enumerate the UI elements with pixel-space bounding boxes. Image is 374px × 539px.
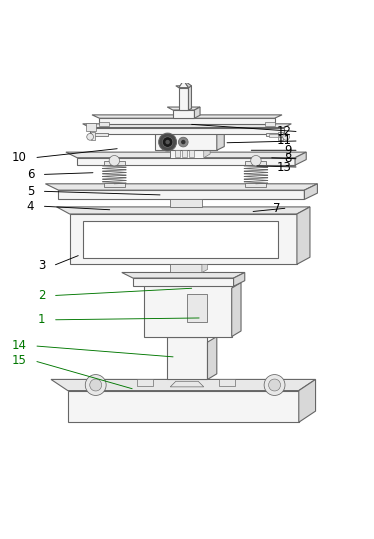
Bar xyxy=(58,190,304,199)
Text: 1: 1 xyxy=(38,313,45,326)
Bar xyxy=(90,133,108,136)
Circle shape xyxy=(85,375,106,396)
Bar xyxy=(137,379,153,386)
Polygon shape xyxy=(56,207,310,214)
Bar xyxy=(68,391,299,422)
Bar xyxy=(155,133,217,150)
Polygon shape xyxy=(83,124,291,128)
Circle shape xyxy=(251,155,261,166)
Polygon shape xyxy=(45,184,318,190)
Bar xyxy=(166,336,208,379)
Bar xyxy=(266,133,284,136)
Circle shape xyxy=(181,140,186,144)
Text: 10: 10 xyxy=(12,151,27,164)
Polygon shape xyxy=(157,331,217,336)
Circle shape xyxy=(269,379,280,391)
Polygon shape xyxy=(295,152,306,165)
Text: 4: 4 xyxy=(27,199,34,213)
Bar xyxy=(278,132,283,140)
Bar xyxy=(91,132,95,140)
Bar xyxy=(86,123,96,131)
Bar xyxy=(104,183,125,187)
Circle shape xyxy=(283,134,289,140)
Circle shape xyxy=(109,155,120,166)
Polygon shape xyxy=(204,143,210,158)
Bar xyxy=(269,134,287,137)
Circle shape xyxy=(159,133,177,151)
Polygon shape xyxy=(176,86,191,88)
Text: 2: 2 xyxy=(38,289,45,302)
Text: 11: 11 xyxy=(276,134,291,148)
Polygon shape xyxy=(66,152,306,158)
Text: 6: 6 xyxy=(27,168,34,181)
Bar xyxy=(104,161,125,165)
Bar xyxy=(175,150,180,157)
Polygon shape xyxy=(188,86,191,110)
Polygon shape xyxy=(208,336,217,379)
Bar xyxy=(133,278,234,286)
Bar xyxy=(182,150,187,157)
Polygon shape xyxy=(170,381,204,387)
Polygon shape xyxy=(299,379,316,422)
Text: 3: 3 xyxy=(38,259,45,272)
Polygon shape xyxy=(179,80,188,88)
Circle shape xyxy=(165,140,170,144)
Text: 9: 9 xyxy=(284,144,291,157)
Bar xyxy=(77,158,295,165)
Bar xyxy=(173,110,194,118)
Bar xyxy=(189,150,194,157)
Bar xyxy=(170,143,204,158)
Polygon shape xyxy=(304,184,318,199)
Bar xyxy=(170,264,202,273)
Text: 12: 12 xyxy=(276,125,291,138)
Polygon shape xyxy=(202,264,208,273)
Polygon shape xyxy=(167,107,200,110)
Bar xyxy=(170,199,202,207)
Circle shape xyxy=(264,375,285,396)
Polygon shape xyxy=(51,379,316,391)
Bar xyxy=(187,294,208,322)
Text: 7: 7 xyxy=(273,202,280,215)
Polygon shape xyxy=(232,282,241,336)
Text: 8: 8 xyxy=(284,153,291,165)
Bar xyxy=(245,183,266,187)
Bar xyxy=(99,118,275,124)
Polygon shape xyxy=(122,273,245,278)
Bar xyxy=(90,128,284,134)
Text: 14: 14 xyxy=(12,340,27,353)
Polygon shape xyxy=(234,273,245,286)
Circle shape xyxy=(178,137,188,147)
Bar xyxy=(144,282,232,336)
Circle shape xyxy=(87,134,94,140)
Text: 15: 15 xyxy=(12,354,27,367)
Polygon shape xyxy=(217,129,224,150)
Polygon shape xyxy=(297,207,310,264)
Polygon shape xyxy=(184,80,191,88)
Text: 13: 13 xyxy=(276,161,291,174)
Bar xyxy=(99,122,109,126)
Bar xyxy=(179,88,188,110)
Polygon shape xyxy=(92,115,282,118)
Polygon shape xyxy=(194,107,200,118)
Bar xyxy=(219,379,236,386)
Text: 5: 5 xyxy=(27,185,34,198)
Bar xyxy=(70,214,297,264)
Bar xyxy=(245,161,266,165)
Circle shape xyxy=(90,379,102,391)
Bar xyxy=(83,221,278,258)
Bar xyxy=(265,122,275,126)
Polygon shape xyxy=(148,129,224,133)
Circle shape xyxy=(162,137,173,147)
